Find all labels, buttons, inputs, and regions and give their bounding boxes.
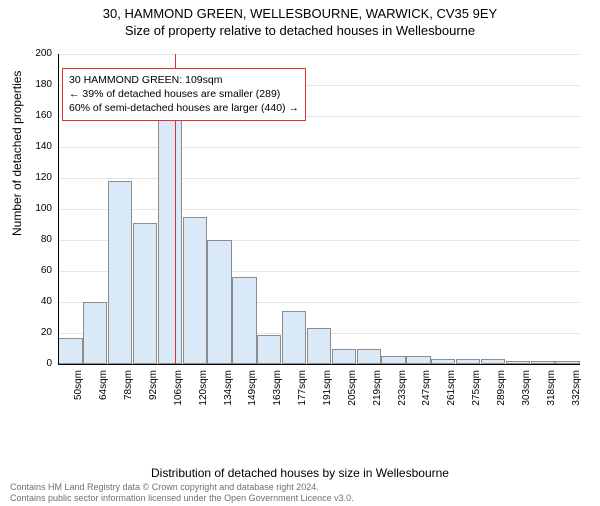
histogram-bar [207, 240, 231, 364]
annotation-line: ← 39% of detached houses are smaller (28… [69, 87, 299, 101]
y-tick-label: 100 [24, 203, 52, 214]
y-tick-label: 80 [24, 234, 52, 245]
x-tick-label: 261sqm [446, 370, 457, 420]
x-tick-label: 303sqm [521, 370, 532, 420]
x-tick-label: 233sqm [397, 370, 408, 420]
gridline [58, 54, 580, 55]
footer-line2: Contains public sector information licen… [10, 493, 354, 504]
histogram-bar [232, 277, 256, 364]
y-tick-label: 20 [24, 327, 52, 338]
y-tick-label: 160 [24, 110, 52, 121]
x-tick-label: 247sqm [421, 370, 432, 420]
histogram-bar [158, 105, 182, 364]
x-tick-label: 177sqm [297, 370, 308, 420]
plot-area: 02040608010012014016018020050sqm64sqm78s… [58, 54, 580, 414]
y-tick-label: 140 [24, 141, 52, 152]
y-tick-label: 180 [24, 79, 52, 90]
x-tick-label: 120sqm [198, 370, 209, 420]
histogram-bar [332, 349, 356, 365]
histogram-bar [133, 223, 157, 364]
y-tick-label: 40 [24, 296, 52, 307]
y-axis-label: Number of detached properties [10, 71, 24, 236]
x-tick-label: 78sqm [123, 370, 134, 420]
y-tick-label: 0 [24, 358, 52, 369]
gridline [58, 178, 580, 179]
x-axis-line [58, 364, 580, 365]
y-tick-label: 200 [24, 48, 52, 59]
x-tick-label: 332sqm [571, 370, 582, 420]
x-tick-label: 106sqm [173, 370, 184, 420]
gridline [58, 209, 580, 210]
histogram-bar [282, 311, 306, 364]
x-tick-label: 275sqm [471, 370, 482, 420]
histogram-bar [307, 328, 331, 364]
annotation-line: 60% of semi-detached houses are larger (… [69, 101, 299, 115]
chart-container: 30, HAMMOND GREEN, WELLESBOURNE, WARWICK… [0, 6, 600, 506]
annotation-box: 30 HAMMOND GREEN: 109sqm← 39% of detache… [62, 68, 306, 121]
histogram-bar [406, 356, 430, 364]
x-tick-label: 289sqm [496, 370, 507, 420]
annotation-line: 30 HAMMOND GREEN: 109sqm [69, 73, 299, 87]
gridline [58, 147, 580, 148]
x-axis-label: Distribution of detached houses by size … [0, 466, 600, 480]
histogram-bar [108, 181, 132, 364]
x-tick-label: 318sqm [546, 370, 557, 420]
chart-title: 30, HAMMOND GREEN, WELLESBOURNE, WARWICK… [0, 6, 600, 21]
x-tick-label: 205sqm [347, 370, 358, 420]
x-tick-label: 163sqm [272, 370, 283, 420]
histogram-bar [58, 338, 82, 364]
x-tick-label: 191sqm [322, 370, 333, 420]
x-tick-label: 50sqm [73, 370, 84, 420]
x-tick-label: 149sqm [247, 370, 258, 420]
footer-line1: Contains HM Land Registry data © Crown c… [10, 482, 354, 493]
histogram-bar [83, 302, 107, 364]
y-tick-label: 60 [24, 265, 52, 276]
x-tick-label: 92sqm [148, 370, 159, 420]
x-tick-label: 64sqm [98, 370, 109, 420]
y-tick-label: 120 [24, 172, 52, 183]
y-axis-line [58, 54, 59, 364]
histogram-bar [357, 349, 381, 365]
x-tick-label: 219sqm [372, 370, 383, 420]
histogram-bar [381, 356, 405, 364]
histogram-bar [257, 335, 281, 364]
x-tick-label: 134sqm [223, 370, 234, 420]
histogram-bar [183, 217, 207, 364]
chart-subtitle: Size of property relative to detached ho… [0, 23, 600, 38]
footer-attribution: Contains HM Land Registry data © Crown c… [10, 482, 354, 504]
